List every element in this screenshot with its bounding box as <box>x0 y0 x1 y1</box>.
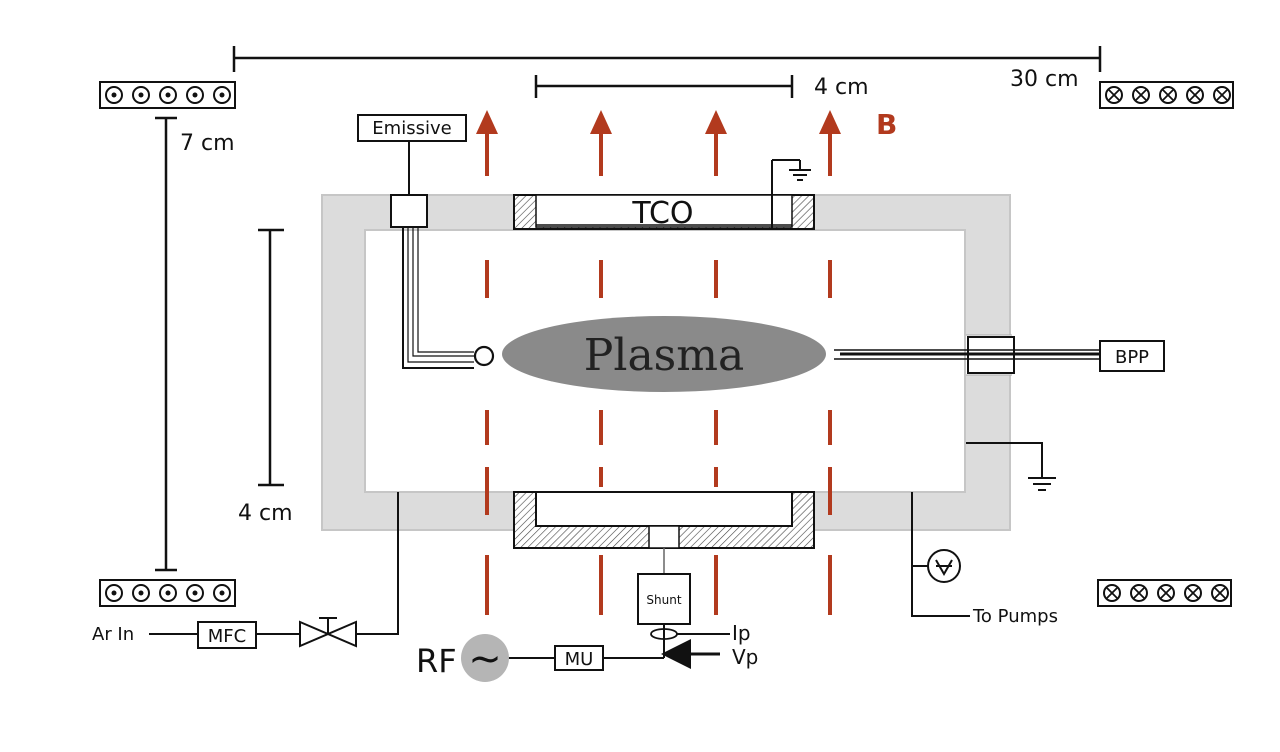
current-out-icon <box>213 584 231 602</box>
mfc-label: MFC <box>208 626 246 647</box>
current-in-icon <box>1103 584 1121 602</box>
field-arrow <box>590 110 612 176</box>
ar-in-label: Ar In <box>92 624 134 645</box>
scale-bar-4cm-vertical <box>258 228 284 487</box>
rf-circuit <box>461 573 730 682</box>
current-out-icon <box>186 86 204 104</box>
bpp-label: BPP <box>1115 347 1149 368</box>
field-label-b: B <box>876 108 897 141</box>
emissive-label: Emissive <box>372 118 451 139</box>
field-arrow <box>819 110 841 176</box>
gas-inlet-line <box>149 492 399 649</box>
current-in-icon <box>1132 86 1150 104</box>
rf-source <box>461 634 509 682</box>
scale-label-4cm-vertical: 4 cm <box>238 501 293 526</box>
rf-electrode <box>513 491 815 574</box>
tco-label: TCO <box>631 196 693 231</box>
current-in-icon <box>1105 86 1123 104</box>
shunt-label: Shunt <box>646 593 681 607</box>
vp-label: Vp <box>732 645 758 669</box>
scale-bar-4cm-horizontal <box>534 75 794 98</box>
plasma <box>502 316 826 392</box>
current-in-icon <box>1130 584 1148 602</box>
pump-line <box>911 492 970 617</box>
scale-label-30cm: 30 cm <box>1010 67 1079 92</box>
emissive-probe <box>357 114 495 369</box>
current-out-icon <box>186 584 204 602</box>
magnetic-field-lines <box>485 260 832 615</box>
current-in-icon <box>1211 584 1229 602</box>
ip-label: Ip <box>732 621 751 645</box>
mu-label: MU <box>565 649 594 670</box>
current-out-icon <box>213 86 231 104</box>
to-pumps-label: To Pumps <box>972 606 1058 627</box>
scale-bar-30cm <box>232 46 1102 72</box>
current-in-icon <box>1157 584 1175 602</box>
current-out-icon <box>105 86 123 104</box>
tco-window <box>513 159 815 230</box>
current-out-icon <box>159 86 177 104</box>
bpp-probe <box>834 336 1165 374</box>
current-out-icon <box>132 584 150 602</box>
coil-current-symbols <box>105 86 1231 602</box>
plasma-label: Plasma <box>584 330 744 381</box>
field-arrow <box>476 110 498 176</box>
current-in-icon <box>1186 86 1204 104</box>
rf-symbol: ~ <box>468 636 502 682</box>
magnetic-field-arrows <box>476 110 841 176</box>
scale-bar-7cm <box>155 116 177 572</box>
current-out-icon <box>159 584 177 602</box>
field-arrow <box>705 110 727 176</box>
scale-label-4cm-horizontal: 4 cm <box>814 75 869 100</box>
current-in-icon <box>1213 86 1231 104</box>
chamber-ground <box>966 442 1056 491</box>
rf-label: RF <box>416 642 457 680</box>
scale-label-7cm: 7 cm <box>180 131 235 156</box>
current-in-icon <box>1159 86 1177 104</box>
current-out-icon <box>105 584 123 602</box>
current-out-icon <box>132 86 150 104</box>
current-in-icon <box>1184 584 1202 602</box>
